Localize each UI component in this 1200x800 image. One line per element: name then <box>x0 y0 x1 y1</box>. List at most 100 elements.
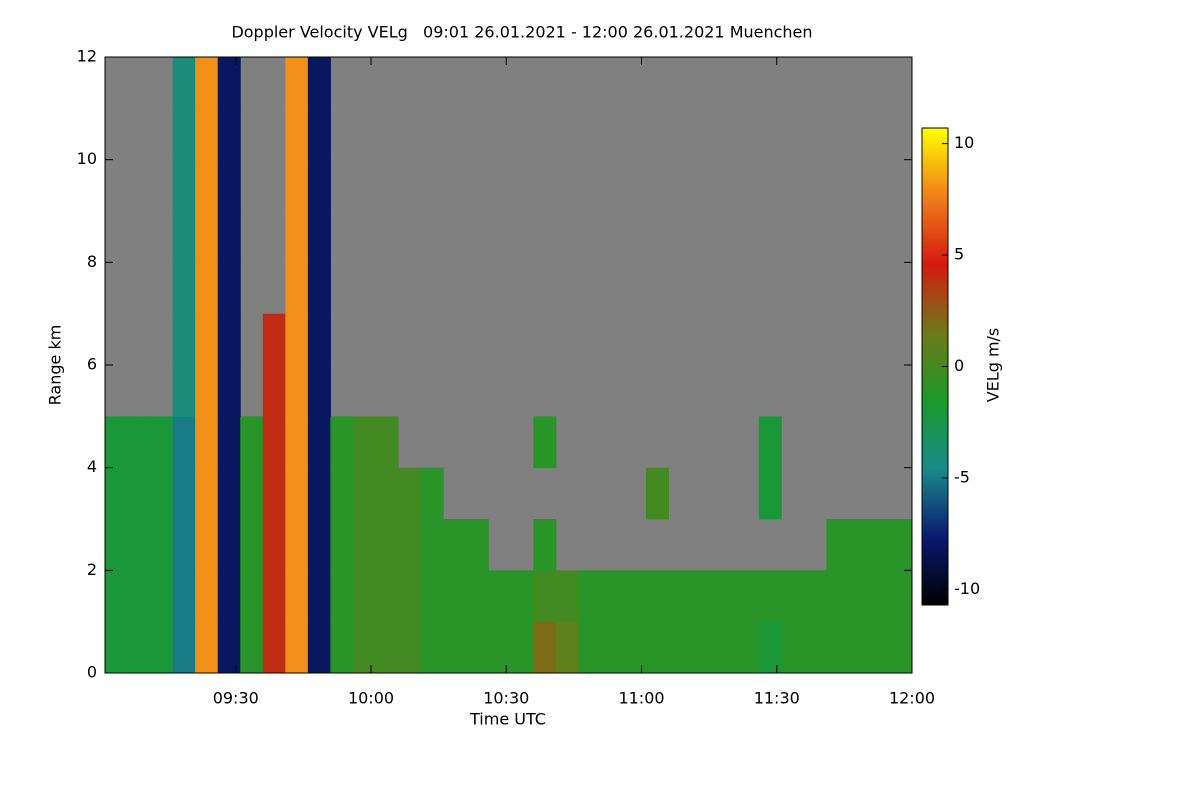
heatmap-cell <box>307 313 331 366</box>
heatmap-cell <box>352 416 377 469</box>
heatmap-cell <box>330 621 354 674</box>
x-tick-label: 10:00 <box>348 689 394 708</box>
heatmap-cell <box>736 621 760 674</box>
heatmap-cell <box>352 467 377 520</box>
heatmap-cell <box>646 467 670 520</box>
heatmap-cell <box>330 570 354 623</box>
heatmap-cell <box>398 467 422 520</box>
chart-title: Doppler Velocity VELg 09:01 26.01.2021 -… <box>231 23 812 42</box>
heatmap-cell <box>510 570 534 623</box>
heatmap-cell <box>105 416 129 469</box>
heatmap-cell <box>330 416 354 469</box>
heatmap-cell <box>285 467 309 520</box>
heatmap-cell <box>307 570 331 623</box>
heatmap-cell <box>533 570 557 623</box>
heatmap-cell <box>262 313 286 366</box>
heatmap-cell <box>600 570 624 623</box>
heatmap-cell <box>713 621 737 674</box>
heatmap-cell <box>195 313 219 366</box>
x-tick-label: 12:00 <box>889 689 935 708</box>
heatmap-cell <box>195 621 219 674</box>
heatmap-cell <box>758 570 782 623</box>
heatmap-cell <box>262 416 286 469</box>
heatmap-cell <box>285 570 309 623</box>
heatmap-cell <box>758 467 782 520</box>
heatmap-cell <box>465 519 489 571</box>
heatmap-cell <box>217 519 241 571</box>
heatmap-cell <box>375 416 399 469</box>
heatmap-cell <box>533 416 557 469</box>
heatmap-cell <box>398 519 422 571</box>
heatmap-cell <box>285 57 309 109</box>
heatmap-cell <box>623 621 647 674</box>
heatmap-cell <box>826 519 850 571</box>
y-axis-label: Range km <box>46 325 65 406</box>
heatmap-cell <box>240 621 264 674</box>
heatmap-cell <box>375 570 399 623</box>
heatmap-cell <box>307 519 331 571</box>
heatmap-cell <box>307 211 331 263</box>
heatmap-cell <box>172 467 196 520</box>
heatmap-cell <box>217 365 241 417</box>
heatmap-cell <box>262 570 286 623</box>
heatmap-cell <box>646 621 670 674</box>
heatmap-cell <box>285 416 309 469</box>
heatmap-cell <box>488 570 512 623</box>
heatmap-cell <box>736 570 760 623</box>
heatmap-cell <box>352 621 377 674</box>
y-tick-label: 2 <box>87 560 97 579</box>
heatmap-cell <box>195 467 219 520</box>
heatmap-cell <box>555 570 579 623</box>
heatmap-cell <box>443 621 467 674</box>
heatmap-cell <box>600 621 624 674</box>
heatmap-cell <box>375 621 399 674</box>
colorbar-tick-label: 5 <box>954 245 964 264</box>
heatmap-cell <box>127 467 151 520</box>
heatmap-cell <box>307 57 331 109</box>
heatmap-cell <box>758 416 782 469</box>
heatmap-cell <box>195 570 219 623</box>
heatmap-cell <box>195 262 219 315</box>
heatmap-cell <box>578 621 602 674</box>
heatmap-cell <box>105 467 129 520</box>
heatmap-cell <box>172 416 196 469</box>
heatmap-cell <box>150 621 174 674</box>
x-axis-label: Time UTC <box>469 710 546 729</box>
heatmap-cell <box>420 570 444 623</box>
heatmap-cell <box>510 621 534 674</box>
y-tick-label: 0 <box>87 663 97 682</box>
heatmap-cell <box>307 467 331 520</box>
heatmap-cell <box>826 621 850 674</box>
heatmap-cell <box>668 570 692 623</box>
heatmap-cell <box>713 570 737 623</box>
heatmap-cell <box>826 570 850 623</box>
heatmap-cell <box>240 467 264 520</box>
heatmap-cell <box>127 519 151 571</box>
heatmap-cell <box>285 159 309 212</box>
heatmap-cell <box>105 621 129 674</box>
heatmap-cell <box>262 519 286 571</box>
heatmap-cell <box>893 621 913 674</box>
heatmap-cell <box>848 570 872 623</box>
heatmap-cell <box>871 621 895 674</box>
heatmap-cell <box>781 621 805 674</box>
heatmap-cell <box>195 365 219 417</box>
y-tick-label: 4 <box>87 457 97 476</box>
heatmap-cell <box>150 416 174 469</box>
heatmap-cell <box>172 159 196 212</box>
heatmap-cell <box>195 159 219 212</box>
heatmap-cell <box>352 570 377 623</box>
heatmap-cell <box>285 621 309 674</box>
heatmap-cell <box>172 313 196 366</box>
heatmap-cell <box>240 519 264 571</box>
heatmap-cell <box>127 621 151 674</box>
heatmap-cell <box>217 108 241 161</box>
heatmap-cell <box>240 416 264 469</box>
colorbar-tick-label: -10 <box>954 579 980 598</box>
heatmap-cell <box>262 621 286 674</box>
heatmap-cell <box>195 108 219 161</box>
heatmap-cell <box>285 262 309 315</box>
heatmap-cell <box>262 467 286 520</box>
heatmap-cell <box>195 519 219 571</box>
heatmap-cell <box>443 570 467 623</box>
